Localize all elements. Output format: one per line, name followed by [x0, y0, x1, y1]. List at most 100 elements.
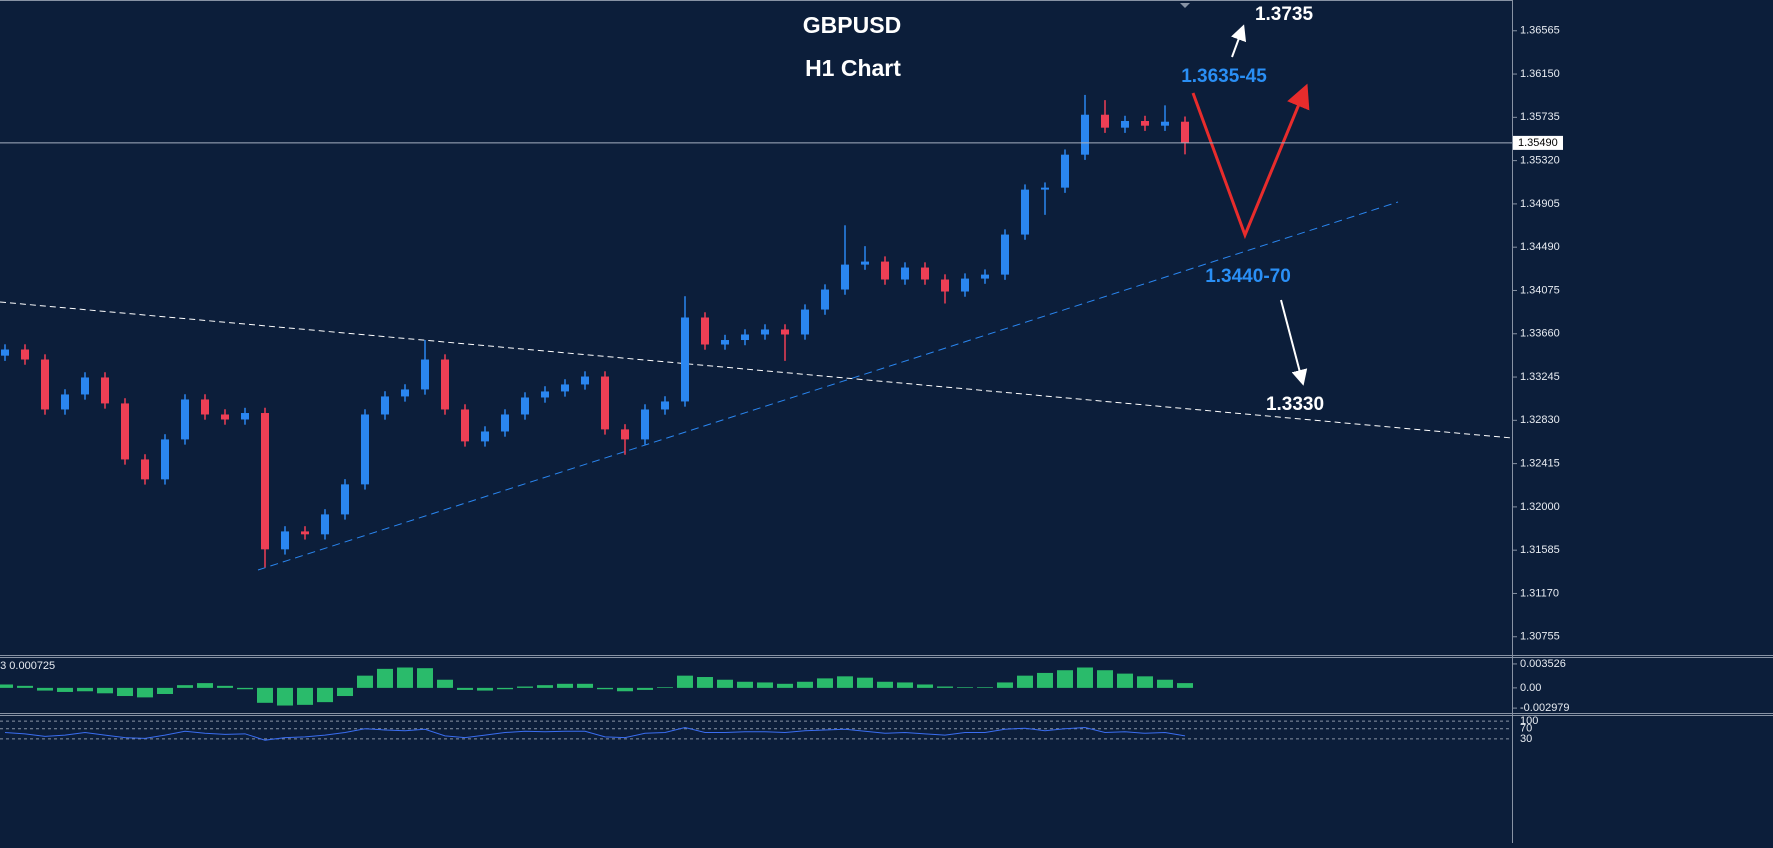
candle-body [941, 279, 949, 292]
histogram-bar [1077, 667, 1093, 688]
histogram-bar [837, 676, 853, 688]
histogram-bar [1057, 670, 1073, 688]
candle-body [1101, 114, 1109, 128]
candle-body [961, 278, 969, 292]
histogram-bar [417, 668, 433, 688]
candle-body [1041, 187, 1049, 190]
histogram-bar [537, 685, 553, 688]
y-tick-label: 1.33245 [1520, 371, 1560, 383]
y-tick-label: 100 [1520, 715, 1538, 727]
histogram-bar [597, 687, 613, 690]
histogram-bar [557, 683, 573, 688]
y-tick-label: 1.32830 [1520, 414, 1560, 426]
candle-body [501, 414, 509, 432]
candle-body [1141, 120, 1149, 126]
candle-body [1021, 189, 1029, 235]
histogram-bar [857, 677, 873, 688]
y-tick-label: -0.002979 [1520, 702, 1570, 714]
candle-body [1061, 154, 1069, 188]
histogram-bar [977, 687, 993, 688]
candle-body [1081, 114, 1089, 155]
candle-body [701, 317, 709, 345]
trend-lines [0, 24, 1513, 571]
histogram-bar [617, 687, 633, 692]
y-tick-label: 1.34075 [1520, 284, 1560, 296]
shift-marker [1180, 3, 1190, 8]
annotation: 1.3735 [1255, 4, 1314, 25]
y-tick-label: 1.35320 [1520, 155, 1560, 167]
histogram-bar [677, 675, 693, 688]
candle-body [761, 329, 769, 335]
histogram-bar [237, 687, 253, 690]
histogram-bar [317, 687, 333, 703]
y-tick-label: 1.36565 [1520, 25, 1560, 37]
histogram-bar [337, 687, 353, 697]
candle-body [281, 531, 289, 550]
support-line [257, 201, 1399, 571]
candle-body [461, 409, 469, 442]
candle-body [161, 439, 169, 480]
y-tick-label: 30 [1520, 733, 1532, 745]
y-tick-label: 1.34905 [1520, 198, 1560, 210]
candle-body [901, 267, 909, 280]
histogram-bar [697, 677, 713, 688]
chart-title: GBPUSD [803, 12, 901, 38]
y-tick-label: 1.35735 [1520, 111, 1560, 123]
candle-body [781, 329, 789, 335]
candle-body [1, 349, 9, 356]
histogram-bar [257, 687, 273, 703]
macd-label: 53 0.000725 [0, 660, 55, 672]
candle-body [981, 274, 989, 279]
candle-body [121, 403, 129, 460]
histogram-bar [217, 685, 233, 688]
histogram-bar [1157, 679, 1173, 688]
histogram-bar [1017, 675, 1033, 688]
candle-body [861, 261, 869, 265]
candle-body [1121, 120, 1129, 128]
resistance-line [0, 301, 1513, 439]
histogram-bar [0, 684, 13, 688]
histogram-bar [737, 681, 753, 688]
histogram-bar [657, 687, 673, 688]
histogram-bar [877, 681, 893, 688]
histogram-bar [177, 685, 193, 688]
candle-body [61, 394, 69, 410]
histogram-bar [917, 684, 933, 688]
candle-body [641, 409, 649, 440]
candle-body [561, 384, 569, 392]
y-tick-label: 0.00 [1520, 682, 1541, 694]
histogram-bar [717, 679, 733, 688]
histogram-bar [97, 687, 113, 694]
histogram-bar [517, 686, 533, 688]
histogram-bar [1097, 670, 1113, 688]
candle-body [381, 396, 389, 415]
histogram-bar [817, 678, 833, 688]
annotation: 1.3635-45 [1181, 66, 1267, 87]
histogram-bar [957, 687, 973, 688]
histogram-bar [477, 687, 493, 691]
candle-body [681, 317, 689, 402]
y-tick-label: 1.33660 [1520, 328, 1560, 340]
candle-body [101, 377, 109, 404]
projection-arrow [1191, 83, 1310, 240]
histogram-bar [497, 687, 513, 690]
candle-body [1161, 121, 1169, 126]
histogram-bar [37, 687, 53, 691]
histogram-bar [357, 675, 373, 688]
candle-body [601, 376, 609, 430]
candle-body [521, 397, 529, 415]
y-tick-label: 1.36150 [1520, 68, 1560, 80]
histogram-bar [1117, 673, 1133, 688]
candle-body [841, 264, 849, 290]
last-price-box [1513, 135, 1563, 150]
histogram-bar [197, 683, 213, 688]
candle-body [921, 267, 929, 280]
histogram-bar [577, 683, 593, 688]
candle-body [401, 389, 409, 397]
candle-body [421, 359, 429, 390]
last-price-label: 1.35490 [1518, 137, 1558, 149]
histogram-bar [797, 681, 813, 688]
